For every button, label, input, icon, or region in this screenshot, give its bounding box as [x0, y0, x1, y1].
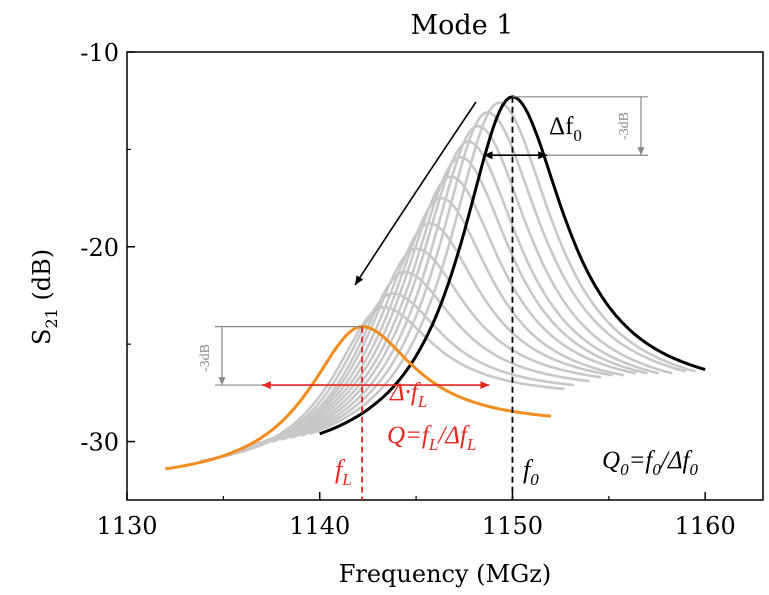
q-unloaded-p3: /Δf [659, 447, 693, 474]
q-unloaded-s3: 0 [689, 460, 698, 479]
q-unloaded-p2: =f [629, 447, 656, 474]
q-loaded-p1: Q=f [387, 422, 432, 449]
x-axis-ticks: 1130 1140 1150 1160 [96, 492, 736, 540]
delta-fL-label-sub: L [417, 392, 427, 411]
chart-title: Mode 1 [411, 10, 514, 41]
annotations-group [215, 96, 648, 500]
fL-label: fL [335, 455, 352, 489]
y-tick-label: -10 [80, 39, 119, 67]
f0-label: f0 [523, 455, 539, 489]
intermediate-series-line [232, 247, 602, 453]
x-tick-label: 1160 [675, 512, 736, 540]
q-unloaded-s1: 0 [620, 460, 629, 479]
f0-label-sub: 0 [530, 470, 539, 489]
delta-f0-label-sub: 0 [573, 126, 582, 145]
x-tick-label: 1150 [482, 512, 543, 540]
fL-label-main: f [335, 455, 346, 484]
q-loaded-label: Q=fL/ΔfL [387, 422, 476, 454]
delta-fL-label-main: Δ·f [389, 379, 421, 406]
intermediate-series-line [290, 124, 673, 439]
x-axis-label: Frequency (MGz) [339, 560, 552, 588]
intermediate-series-line [280, 140, 660, 441]
q-loaded-s1: L [428, 435, 438, 454]
y-axis-label-unit: (dB) [28, 249, 56, 308]
series-group [165, 95, 706, 471]
f0-label-main: f [523, 455, 534, 484]
intermediate-series-line [271, 155, 648, 443]
y-axis-label-main: S [28, 329, 56, 345]
x-tick-label: 1140 [289, 512, 350, 540]
y-axis-ticks: -10 -20 -30 [80, 39, 135, 457]
tuning-direction-arrow [354, 101, 477, 286]
y-axis-label-sub: 21 [42, 308, 61, 328]
plot-frame [126, 51, 764, 501]
intermediate-series-line [199, 305, 565, 463]
grey-3db-label-left: -3dB [198, 344, 213, 372]
intermediate-series-line [261, 175, 637, 445]
fL-label-sub: L [341, 470, 351, 489]
y-tick-label: -20 [80, 234, 119, 262]
delta-f0-label: Δf0 [549, 113, 582, 145]
delta-fL-label: Δ·fL [389, 379, 427, 411]
q-unloaded-s2: 0 [652, 460, 661, 479]
x-tick-label: 1130 [96, 512, 157, 540]
delta-f0-label-main: Δf [549, 113, 574, 140]
q-loaded-p2: /Δf [436, 422, 470, 449]
intermediate-series-line [251, 196, 625, 447]
grey-3db-label-top: -3dB [617, 112, 632, 140]
q-loaded-s2: L [466, 435, 476, 454]
q-unloaded-p1: Q [602, 447, 620, 474]
intermediate-series-line [309, 101, 696, 436]
y-axis-label: S21 (dB) [28, 249, 61, 345]
q-unloaded-label: Q0=f0/Δf0 [602, 447, 698, 479]
y-tick-label: -30 [80, 429, 119, 457]
